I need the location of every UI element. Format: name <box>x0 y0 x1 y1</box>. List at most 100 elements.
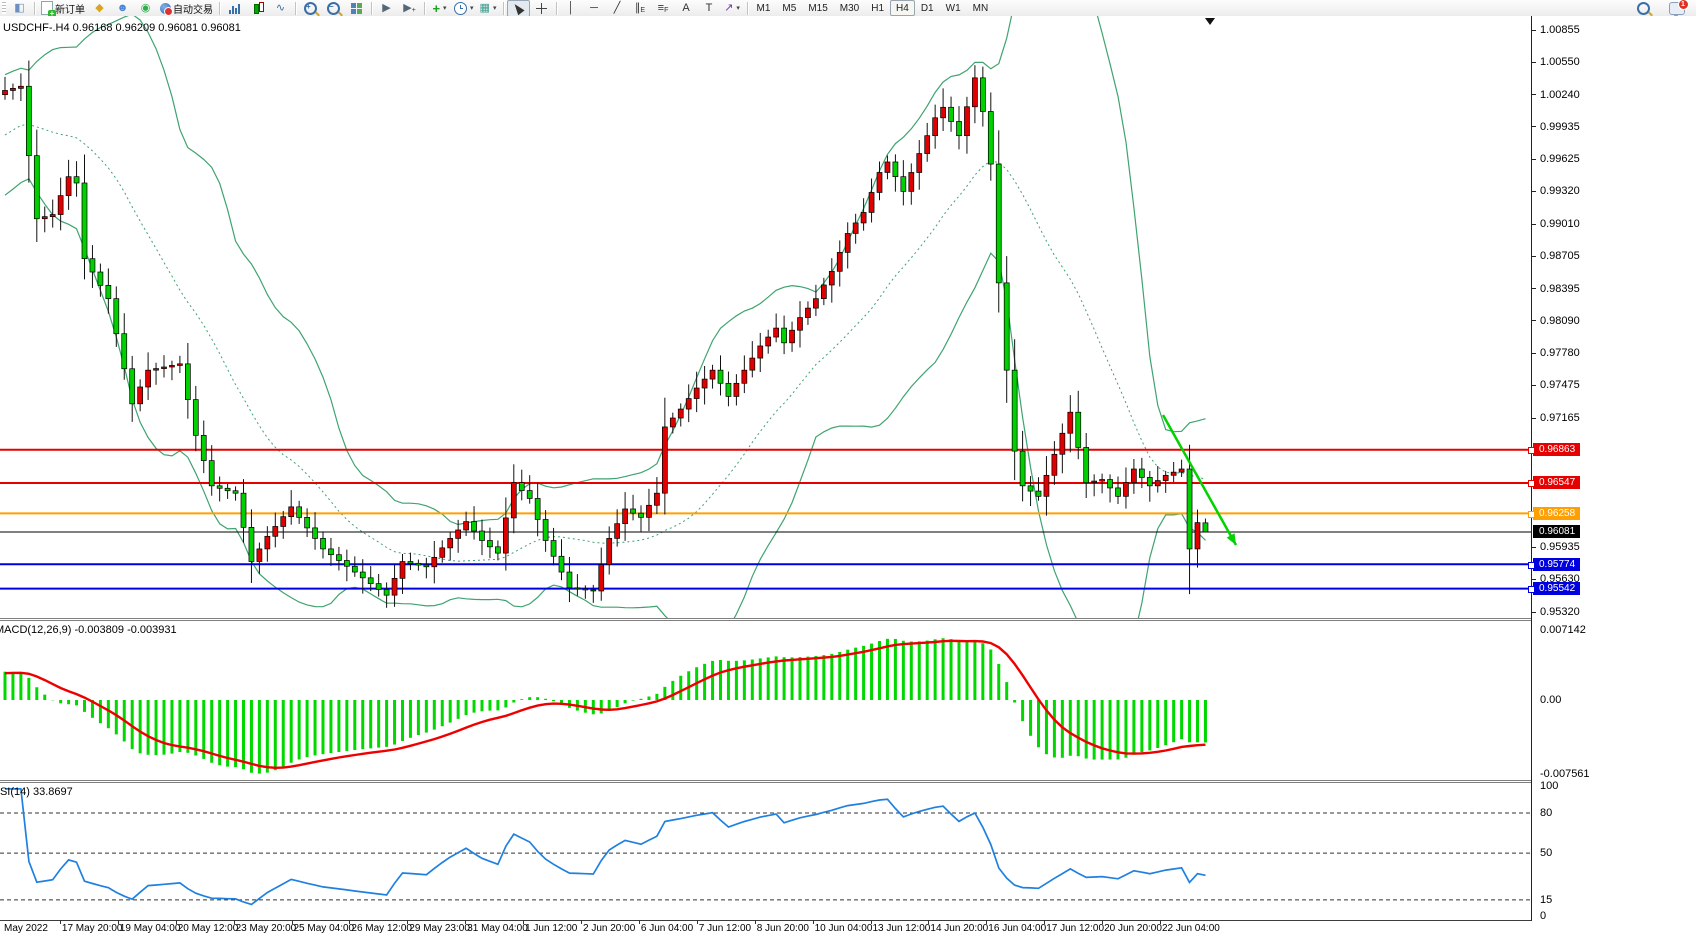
price-tick-label: 0.95320 <box>1540 606 1580 618</box>
panel-separator[interactable] <box>0 780 1696 783</box>
tile-windows-button[interactable] <box>345 0 368 17</box>
vertical-line-button[interactable]: │ <box>560 0 583 17</box>
text-button[interactable]: A <box>675 0 698 17</box>
time-tick-mark <box>1044 920 1046 924</box>
price-line-label[interactable]: 0.95774 <box>1533 557 1581 571</box>
candles <box>2 60 1209 608</box>
autotrade-globe-icon <box>160 2 173 16</box>
candlestick-button[interactable] <box>246 0 269 17</box>
timeframe-w1-button[interactable]: W1 <box>945 2 961 14</box>
price-tick-label: 0.98395 <box>1540 282 1580 295</box>
horizontal-line-button[interactable]: ─ <box>583 0 606 17</box>
trend-arrow-annotation[interactable] <box>1161 414 1238 546</box>
templates-icon: ▦ <box>479 1 490 14</box>
chart-shift-marker-icon[interactable] <box>1205 18 1215 25</box>
account-icon-button[interactable]: ☻ <box>111 0 134 17</box>
equidistant-channel-button[interactable]: ∥ E <box>634 1 646 15</box>
timeframe-m15-button[interactable]: M15 <box>808 2 828 14</box>
time-tick-mark <box>117 920 119 924</box>
price-line-label[interactable]: 0.96258 <box>1533 506 1581 520</box>
rsi-panel[interactable]: RSI(14) 33.8697 <box>0 783 1531 920</box>
timeframe-m30-button[interactable]: M30 <box>839 2 860 14</box>
periods-clock-icon <box>454 1 467 15</box>
timeframe-h1-button[interactable]: H1 <box>871 2 885 14</box>
price-line-handle[interactable] <box>1528 510 1535 518</box>
price-line-label[interactable]: 0.96547 <box>1533 476 1581 490</box>
macd-axis-label: 0.00 <box>1540 694 1562 706</box>
price-tick-mark <box>1532 223 1536 225</box>
zoom-out-button[interactable]: − <box>322 0 345 17</box>
bollinger-upper-band <box>4 16 1206 526</box>
crosshair-icon <box>535 2 547 14</box>
rsi-axis-label: 15 <box>1540 894 1553 906</box>
autotrade-label: 自动交易 <box>173 4 213 16</box>
new-order-button[interactable]: 新订单 <box>38 0 88 18</box>
arrows-button[interactable]: ↗ ▾ <box>721 0 744 17</box>
timeframe-mn-button[interactable]: MN <box>972 2 989 14</box>
arrows-icon: ↗ <box>724 1 734 14</box>
time-label: 6 Jun 04:00 <box>640 923 694 934</box>
timeframe-m1-button[interactable]: M1 <box>756 2 771 14</box>
price-line-handle[interactable] <box>1528 480 1535 488</box>
price-tick-mark <box>1532 320 1536 322</box>
periods-button[interactable]: ▾ <box>451 0 477 17</box>
bar-chart-button[interactable] <box>223 0 246 17</box>
line-chart-icon: ∿ <box>275 1 286 14</box>
time-axis[interactable]: May 2022 17 May 20:00 19 May 04:00 20 May 1… <box>0 920 1696 934</box>
templates-button[interactable]: ▦ ▾ <box>477 0 500 17</box>
auto-scroll-button[interactable]: ▶ <box>375 0 398 17</box>
price-tick-mark <box>1532 384 1536 386</box>
time-label: 29 May 23:00 <box>409 923 470 934</box>
timeframe-h4-button[interactable]: H4 <box>890 0 915 16</box>
time-tick-mark <box>291 920 293 924</box>
cursor-button[interactable] <box>506 0 530 17</box>
text-label-button[interactable]: T <box>698 0 721 17</box>
trendline-button[interactable]: ╱ <box>606 0 629 17</box>
zoom-out-icon: − <box>327 1 340 15</box>
time-label: 20 May 12:00 <box>177 923 239 934</box>
price-line-label[interactable]: 0.96081 <box>1533 525 1581 539</box>
price-axis[interactable]: 1.00855 1.00550 1.00240 0.99935 0.99625 0.993… <box>1528 16 1696 922</box>
line-chart-button[interactable]: ∿ <box>269 0 292 17</box>
price-line-handle[interactable] <box>1528 447 1535 455</box>
search-button[interactable] <box>1632 0 1655 17</box>
time-tick-mark <box>812 920 814 924</box>
time-label: 25 May 04:00 <box>293 923 355 934</box>
macd-signal-line <box>4 639 1206 770</box>
time-label: 13 Jun 12:00 <box>872 923 931 934</box>
panel-separator[interactable] <box>0 618 1696 621</box>
autotrade-button[interactable]: 自动交易 <box>157 0 216 17</box>
timeframe-m5-button[interactable]: M5 <box>782 2 797 14</box>
gold-icon-icon: ◆ <box>95 1 104 14</box>
rsi-axis-label: 0 <box>1540 910 1547 922</box>
fibonacci-button[interactable]: ≡ F <box>657 1 669 15</box>
chat-button[interactable]: 1 <box>1665 0 1689 18</box>
timeframe-d1-button[interactable]: D1 <box>920 2 934 14</box>
zoom-in-icon: + <box>304 1 317 15</box>
chart-shift-button[interactable]: ▶ + <box>403 1 416 15</box>
price-tick-mark <box>1532 61 1536 63</box>
fibonacci-icon: ≡ <box>657 1 665 14</box>
new-order-label: 新订单 <box>55 4 85 16</box>
signals-icon-button[interactable]: ◉ <box>134 0 157 17</box>
time-label: 23 May 20:00 <box>235 923 297 934</box>
new-order-icon <box>41 1 56 18</box>
price-line-handle[interactable] <box>1528 586 1535 594</box>
price-line-handle[interactable] <box>1528 561 1535 569</box>
price-tick-mark <box>1532 29 1536 31</box>
price-line-label[interactable]: 0.95542 <box>1533 582 1581 596</box>
macd-histogram <box>3 638 1207 774</box>
price-line-label[interactable]: 0.96863 <box>1533 443 1581 457</box>
crosshair-button[interactable] <box>530 0 553 17</box>
gold-icon-button[interactable]: ◆ <box>88 0 111 17</box>
indicators-icon: + <box>432 0 441 16</box>
main-chart[interactable]: USDCHF-.H4 0.96168 0.96209 0.96081 0.960… <box>0 16 1531 618</box>
price-tick-label: 0.97475 <box>1540 379 1580 392</box>
indicators-button[interactable]: + ▾ <box>428 0 451 17</box>
time-tick-mark <box>870 920 872 924</box>
macd-panel[interactable]: MACD(12,26,9) -0.003809 -0.003931 <box>0 621 1531 780</box>
price-tick-label: 1.00550 <box>1540 56 1580 69</box>
zoom-in-button[interactable]: + <box>299 0 322 17</box>
time-label: 1 Jun 12:00 <box>525 923 578 934</box>
window-icon-button[interactable]: ◧ <box>8 0 31 17</box>
